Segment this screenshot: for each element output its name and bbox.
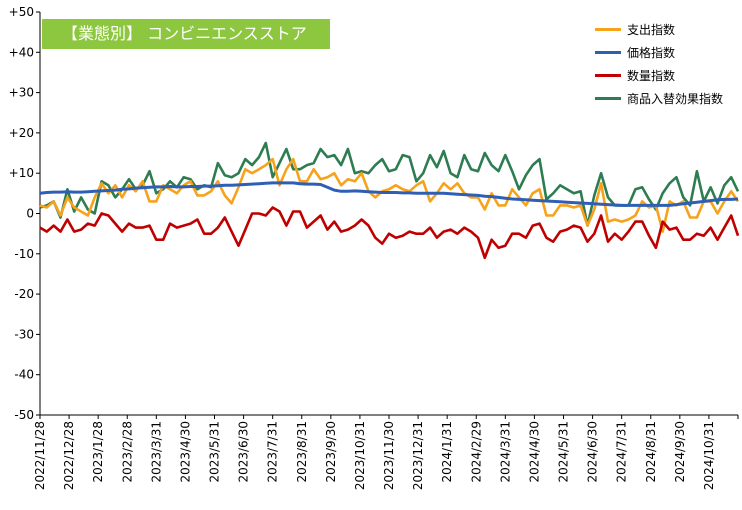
x-tick-label: 2024/7/31 bbox=[615, 421, 629, 483]
y-tick-label: -10 bbox=[14, 247, 34, 261]
x-tick-label: 2024/2/29 bbox=[469, 421, 483, 483]
x-axis-ticks: 2022/11/28 2022/12/28 2023/1/28 2023/2/28 20… bbox=[33, 415, 739, 490]
x-tick-label: 2024/6/30 bbox=[586, 421, 600, 483]
x-tick-label: 2024/5/31 bbox=[557, 421, 571, 483]
x-tick-label: 2023/4/30 bbox=[178, 421, 192, 483]
legend-item: 価格指数 bbox=[595, 41, 723, 64]
x-tick-label: 2024/9/30 bbox=[673, 421, 687, 483]
legend-swatch bbox=[595, 51, 621, 54]
x-tick-label: 2023/11/30 bbox=[382, 421, 396, 490]
x-tick-label: 2024/4/30 bbox=[527, 421, 541, 483]
legend-item: 数量指数 bbox=[595, 64, 723, 87]
chart-title: 【業態別】 コンビニエンスストア bbox=[42, 19, 330, 49]
legend-item: 支出指数 bbox=[595, 18, 723, 41]
y-tick-label: -20 bbox=[14, 287, 34, 301]
x-tick-label: 2024/1/31 bbox=[440, 421, 454, 483]
x-tick-label: 2023/2/28 bbox=[120, 421, 134, 483]
legend-item: 商品入替効果指数 bbox=[595, 87, 723, 110]
x-tick-label: 2024/10/31 bbox=[702, 421, 716, 490]
chart-legend: 支出指数価格指数数量指数商品入替効果指数 bbox=[595, 18, 723, 110]
x-tick-label: 2023/12/31 bbox=[411, 421, 425, 490]
y-tick-label: -40 bbox=[14, 368, 34, 382]
legend-label: 支出指数 bbox=[627, 23, 676, 37]
x-tick-label: 2022/12/28 bbox=[62, 421, 76, 490]
x-tick-label: 2023/10/31 bbox=[353, 421, 367, 490]
y-tick-label: -30 bbox=[14, 327, 34, 341]
y-tick-label: -50 bbox=[14, 408, 34, 422]
x-tick-label: 2023/3/31 bbox=[149, 421, 163, 483]
y-tick-label: +30 bbox=[9, 86, 34, 100]
x-tick-label: 2024/3/31 bbox=[498, 421, 512, 483]
legend-swatch bbox=[595, 74, 621, 77]
legend-label: 数量指数 bbox=[627, 69, 676, 83]
x-tick-label: 2023/8/31 bbox=[295, 421, 309, 483]
x-tick-label: 2023/1/28 bbox=[91, 421, 105, 483]
legend-label: 価格指数 bbox=[627, 46, 676, 60]
x-tick-label: 2023/6/30 bbox=[237, 421, 251, 483]
x-tick-label: 2024/8/31 bbox=[644, 421, 658, 483]
series-line-2 bbox=[39, 206, 740, 260]
y-tick-label: +40 bbox=[9, 45, 34, 59]
series-lines bbox=[39, 141, 740, 260]
x-tick-label: 2023/9/30 bbox=[324, 421, 338, 483]
y-tick-label: +50 bbox=[9, 5, 34, 19]
y-tick-label: +20 bbox=[9, 126, 34, 140]
legend-swatch bbox=[595, 97, 621, 100]
series-line-1 bbox=[39, 181, 739, 207]
y-axis-ticks: +50 +40 +30 +20 +10 0 -10 -20 -30 -40 -50 bbox=[9, 5, 40, 422]
x-tick-label: 2023/7/31 bbox=[266, 421, 280, 483]
legend-label: 商品入替効果指数 bbox=[627, 92, 724, 106]
series-line-0 bbox=[39, 157, 740, 233]
y-tick-label: +10 bbox=[9, 166, 34, 180]
legend-swatch bbox=[595, 28, 621, 31]
x-tick-label: 2022/11/28 bbox=[33, 421, 47, 490]
x-tick-label: 2023/5/31 bbox=[208, 421, 222, 483]
y-tick-label: 0 bbox=[26, 207, 34, 221]
